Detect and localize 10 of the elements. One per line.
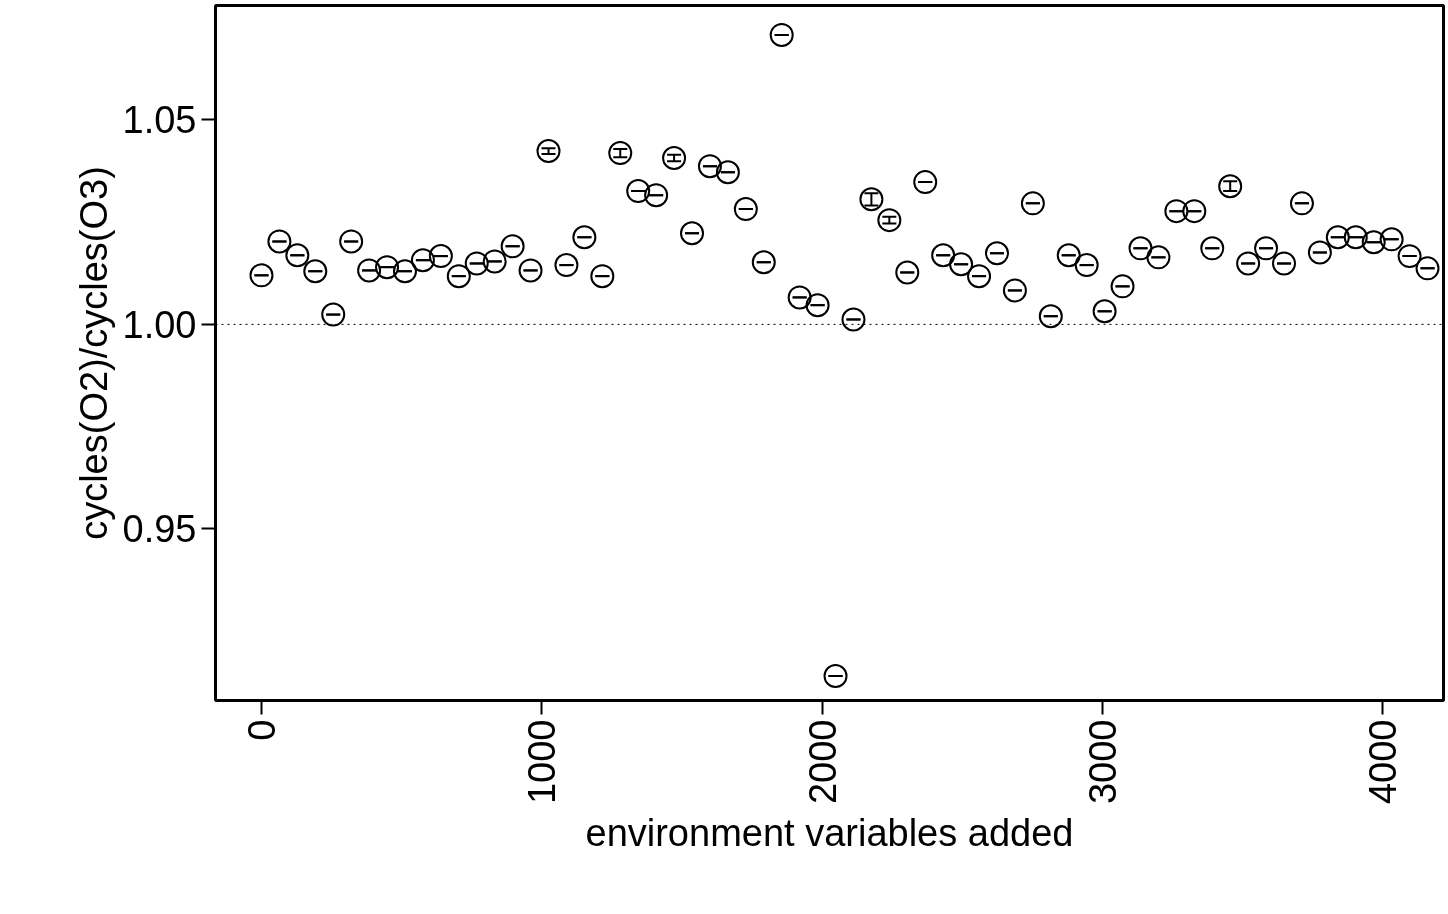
x-tick-label: 3000 (1081, 719, 1124, 805)
x-tick-label: 1000 (521, 719, 564, 805)
y-tick-label: 0.95 (122, 508, 197, 551)
x-tick-label: 2000 (801, 719, 844, 805)
x-tick-label: 4000 (1362, 719, 1405, 805)
x-axis-title: environment variables added (585, 812, 1074, 855)
y-axis-title: cycles(O2)/cycles(O3) (72, 166, 115, 540)
y-tick-label: 1.00 (122, 303, 197, 346)
x-tick-label: 0 (240, 719, 283, 741)
y-tick-label: 1.05 (122, 99, 197, 142)
